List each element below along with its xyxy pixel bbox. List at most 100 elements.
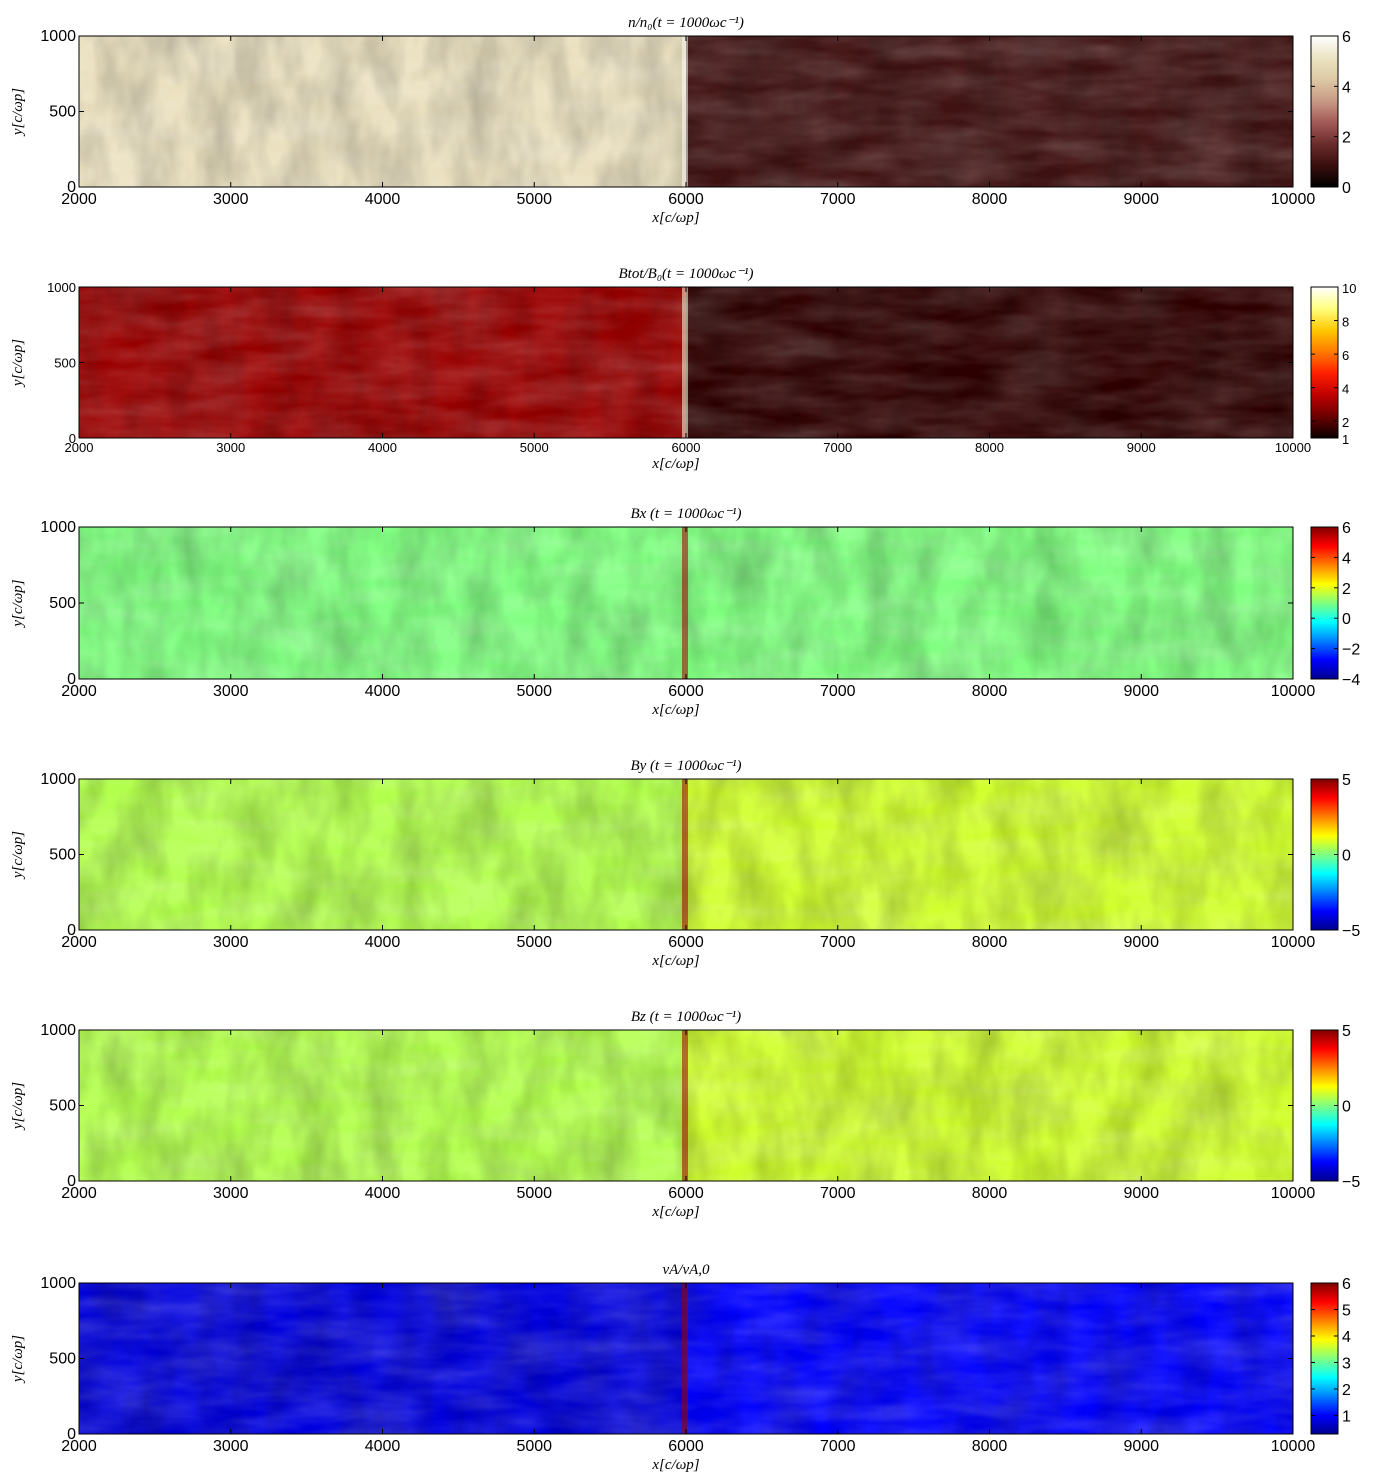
panel-title: n/n₀(t = 1000ωc⁻¹) [628, 15, 744, 31]
colorbar-tick-label: 5 [1342, 1302, 1351, 1319]
colorbar-tick-label: 5 [1342, 1023, 1351, 1040]
colorbar: 0 2 4 6 [1310, 29, 1351, 197]
x-tick-label: 7000 [820, 1438, 856, 1455]
colorbar-gradient [1310, 1029, 1339, 1182]
x-tick-label: 3000 [213, 683, 249, 700]
heatmap-field [79, 287, 1293, 438]
colorbar-tick-label: 0 [1342, 848, 1351, 865]
x-tick-label: 3000 [213, 1438, 249, 1455]
y-tick-label: 0 [67, 1426, 76, 1443]
x-tick-label: 6000 [668, 191, 704, 208]
shock-front [682, 1030, 688, 1181]
x-tick-label: 10000 [1275, 440, 1311, 455]
colorbar-tick-label: 6 [1342, 520, 1351, 537]
x-tick-label: 2000 [61, 1185, 97, 1202]
panel-title: Bz (t = 1000ωc⁻¹) [631, 1009, 741, 1025]
y-axis-label: y[c/ωp] [10, 579, 26, 628]
x-tick-label: 10000 [1271, 191, 1316, 208]
x-axis-label: x[c/ωp] [651, 1457, 699, 1473]
shock-front [682, 1283, 688, 1434]
y-axis-label: y[c/ωp] [10, 88, 26, 137]
panel-5: Bz (t = 1000ωc⁻¹)2000 3000 4000 5000 6000 700… [10, 1009, 1360, 1220]
y-tick-label: 500 [49, 1098, 76, 1115]
x-tick-label: 8000 [972, 191, 1008, 208]
heatmap-field [79, 1283, 1293, 1434]
y-tick-label: 0 [69, 431, 76, 446]
x-tick-label: 5000 [516, 683, 552, 700]
x-tick-label: 9000 [1123, 1185, 1159, 1202]
y-tick-label: 1000 [40, 28, 76, 45]
panel-title: By (t = 1000ωc⁻¹) [630, 758, 741, 774]
y-tick-label: 1000 [47, 280, 76, 295]
x-axis-label: x[c/ωp] [651, 953, 699, 969]
x-tick-label: 9000 [1123, 683, 1159, 700]
heatmap-field [79, 36, 1293, 187]
x-axis-label: x[c/ωp] [651, 456, 699, 472]
y-tick-label: 500 [54, 356, 76, 371]
y-tick-label: 1000 [40, 519, 76, 536]
colorbar: 1 2 4 6 8 10 [1310, 281, 1356, 447]
colorbar-tick-label: 4 [1342, 550, 1351, 567]
panel-title: Btot/B₀(t = 1000ωc⁻¹) [619, 266, 754, 282]
colorbar-tick-label: 1 [1342, 432, 1349, 447]
panel-1: n/n₀(t = 1000ωc⁻¹)2000 3000 4000 5000 6000 70… [10, 15, 1351, 226]
x-tick-label: 7000 [820, 1185, 856, 1202]
colorbar-tick-label: −4 [1342, 672, 1360, 689]
y-tick-label: 1000 [40, 1022, 76, 1039]
y-tick-label: 500 [49, 595, 76, 612]
x-tick-label: 4000 [365, 1438, 401, 1455]
colorbar-tick-label: 0 [1342, 611, 1351, 628]
colorbar: −5 0 5 [1310, 1023, 1360, 1191]
shock-front [682, 36, 688, 187]
colorbar-tick-label: 2 [1342, 1382, 1351, 1399]
y-tick-label: 0 [67, 922, 76, 939]
colorbar: 1 2 3 4 5 6 [1310, 1276, 1351, 1435]
x-tick-label: 6000 [672, 440, 701, 455]
colorbar: −4 −2 0 2 4 6 [1310, 520, 1360, 689]
x-tick-label: 5000 [516, 191, 552, 208]
heatmap-field [79, 779, 1293, 930]
colorbar-tick-label: −5 [1342, 1174, 1360, 1191]
y-tick-label: 1000 [40, 771, 76, 788]
colorbar-tick-label: 5 [1342, 772, 1351, 789]
x-tick-label: 4000 [365, 683, 401, 700]
y-axis-label: y[c/ωp] [10, 1335, 26, 1384]
x-tick-label: 2000 [61, 934, 97, 951]
x-tick-label: 3000 [213, 191, 249, 208]
colorbar-tick-label: 2 [1342, 415, 1349, 430]
y-tick-label: 0 [67, 1173, 76, 1190]
colorbar-tick-label: 0 [1342, 180, 1351, 197]
x-tick-label: 6000 [668, 1438, 704, 1455]
panel-4: By (t = 1000ωc⁻¹)2000 3000 4000 5000 6000 700… [10, 758, 1360, 969]
x-tick-label: 9000 [1123, 1438, 1159, 1455]
panel-3: Bx (t = 1000ωc⁻¹)2000 3000 4000 5000 6000 700… [10, 506, 1360, 718]
colorbar-tick-label: 10 [1342, 281, 1356, 296]
x-tick-label: 5000 [516, 1185, 552, 1202]
x-tick-label: 10000 [1271, 683, 1316, 700]
x-tick-label: 2000 [65, 440, 94, 455]
colorbar-gradient [1310, 1282, 1339, 1435]
colorbar-tick-label: 6 [1342, 1276, 1351, 1293]
shock-front [682, 779, 688, 930]
colorbar-tick-label: 4 [1342, 382, 1349, 397]
x-tick-label: 10000 [1271, 934, 1316, 951]
x-tick-label: 9000 [1123, 191, 1159, 208]
x-tick-label: 3000 [213, 1185, 249, 1202]
colorbar-tick-label: 0 [1342, 1099, 1351, 1116]
x-tick-label: 2000 [61, 191, 97, 208]
colorbar-gradient [1310, 526, 1339, 680]
colorbar-tick-label: 2 [1342, 130, 1351, 147]
x-tick-label: 5000 [516, 934, 552, 951]
x-tick-label: 7000 [820, 683, 856, 700]
x-tick-label: 3000 [213, 934, 249, 951]
colorbar-tick-label: 1 [1342, 1408, 1351, 1425]
x-tick-label: 2000 [61, 683, 97, 700]
x-axis-label: x[c/ωp] [651, 1204, 699, 1220]
x-tick-label: 7000 [823, 440, 852, 455]
x-tick-label: 3000 [216, 440, 245, 455]
x-tick-label: 5000 [520, 440, 549, 455]
colorbar: −5 0 5 [1310, 772, 1360, 940]
x-tick-label: 8000 [975, 440, 1004, 455]
x-tick-label: 4000 [365, 1185, 401, 1202]
